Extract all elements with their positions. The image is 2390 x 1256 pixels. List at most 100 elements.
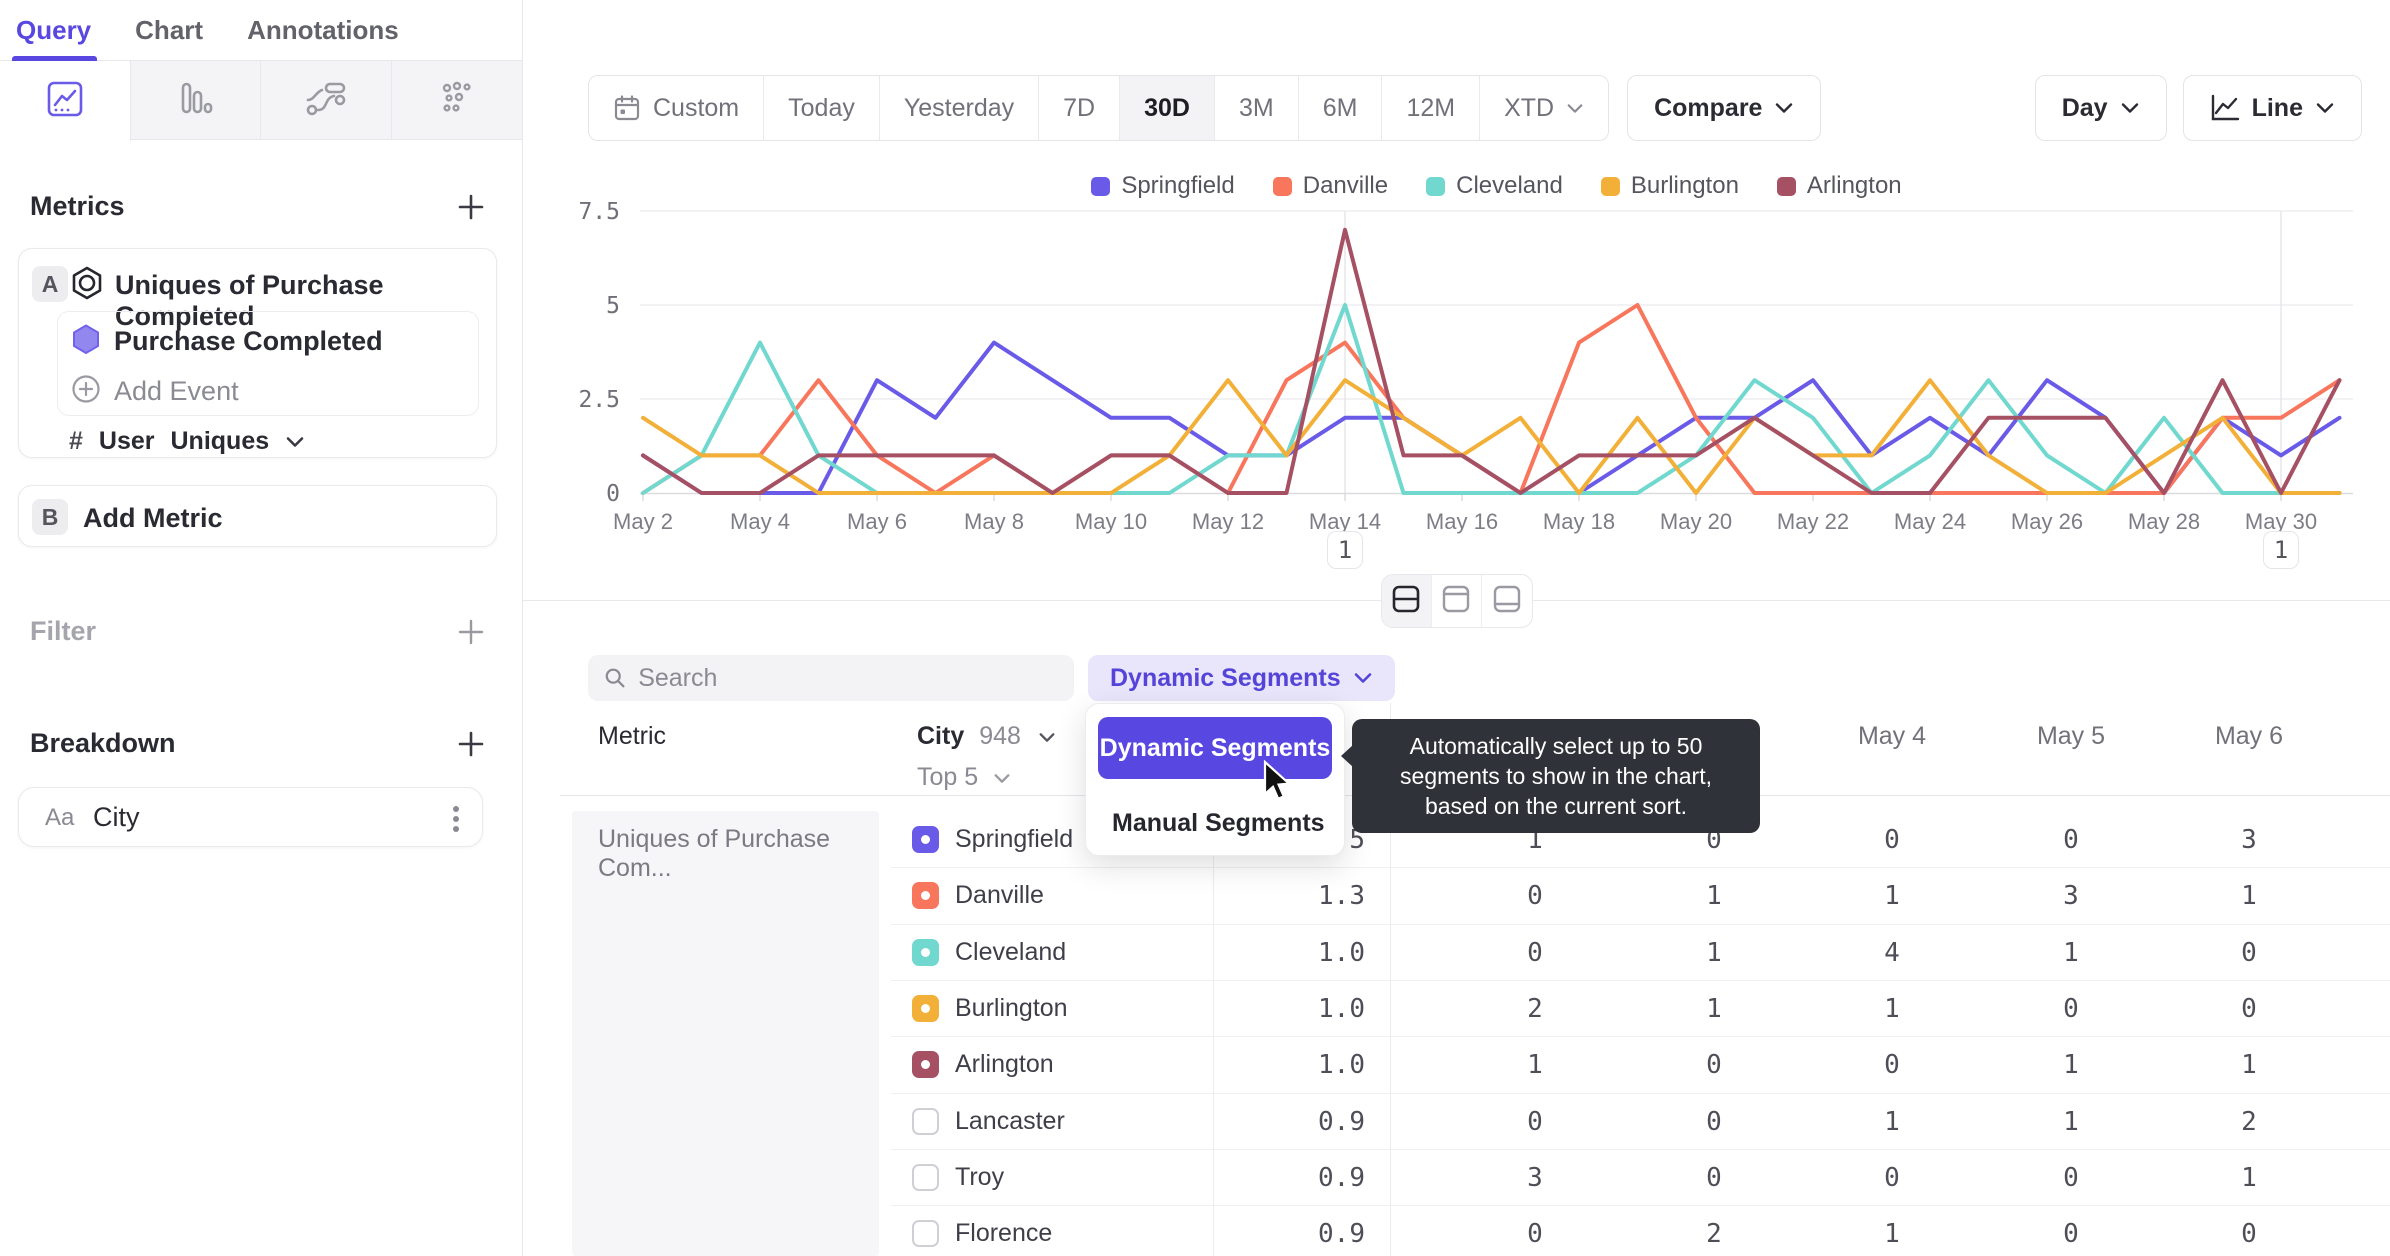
metric-cell-panel: Uniques of Purchase Com... [572,811,879,1256]
filter-section-title: Filter [30,616,97,646]
range-xtd[interactable]: XTD [1480,76,1609,140]
range-7d[interactable]: 7D [1039,76,1121,140]
chart-type-scatter-chart-icon[interactable] [392,61,523,139]
segment-cell-value: 4 [1884,937,1900,968]
segment-label-florence[interactable]: Florence [955,1219,1053,1248]
segment-cell-value: 0 [1527,881,1543,912]
segment-label-cleveland[interactable]: Cleveland [955,937,1067,966]
svg-text:May 26: May 26 [2011,509,2083,534]
segment-cell-value: 0 [2063,1219,2079,1250]
chevron-down-icon [286,436,304,447]
segment-cell-value: 1 [2063,1106,2079,1137]
metric-b-badge: B [32,499,68,535]
event-hexagon-icon [73,324,99,354]
segment-checkbox-springfield[interactable] [912,826,939,853]
add-event-label[interactable]: Add Event [114,376,239,406]
segment-checkbox-florence[interactable] [912,1220,939,1248]
svg-text:May 24: May 24 [1894,509,1966,534]
legend-item-cleveland[interactable]: Cleveland [1426,172,1563,200]
kebab-menu-icon[interactable] [452,805,460,833]
menu-item-dynamic-segments[interactable]: Dynamic Segments [1098,717,1332,779]
segment-label-arlington[interactable]: Arlington [955,1050,1054,1079]
chart-style-button[interactable]: Line [2182,75,2362,141]
chart-type-stream-chart-icon[interactable] [261,61,392,139]
svg-text:May 30: May 30 [2245,509,2317,534]
segment-search[interactable] [588,655,1074,701]
segments-mode-button[interactable]: Dynamic Segments [1088,655,1395,701]
legend-item-burlington[interactable]: Burlington [1600,172,1739,200]
annotation-badge-1[interactable]: 1 [1327,531,1363,569]
legend-item-springfield[interactable]: Springfield [1091,172,1235,200]
segment-label-danville[interactable]: Danville [955,881,1044,910]
menu-item-manual-segments[interactable]: Manual Segments [1112,808,1325,837]
svg-text:7.5: 7.5 [578,200,620,225]
segment-label-lancaster[interactable]: Lancaster [955,1106,1065,1135]
tab-query[interactable]: Query [11,0,98,61]
layout-toggle-split-rows-icon[interactable] [1381,575,1432,627]
svg-text:May 10: May 10 [1075,509,1147,534]
svg-text:May 14: May 14 [1309,509,1381,534]
segment-checkbox-cleveland[interactable] [912,938,939,966]
swatch-dot [921,835,930,844]
breakdown-item-city[interactable]: Aa City [18,787,483,847]
legend-item-arlington[interactable]: Arlington [1776,172,1902,200]
range-6m[interactable]: 6M [1298,76,1383,140]
segment-checkbox-arlington[interactable] [912,1051,939,1079]
segment-cell-value: 0 [1706,1162,1722,1193]
tab-chart[interactable]: Chart [135,14,204,45]
segment-cell-value: 2 [2241,1106,2257,1137]
chart-type-line-chart-icon[interactable] [0,61,131,141]
annotation-badge-2[interactable]: 1 [2263,531,2299,569]
svg-text:May 16: May 16 [1426,509,1498,534]
tooltip-arrow [1341,745,1353,767]
series-line-burlington[interactable] [641,378,2342,495]
range-30d[interactable]: 30D [1120,76,1215,140]
chart-type-bar-chart-icon[interactable] [131,61,261,139]
segment-checkbox-troy[interactable] [912,1163,939,1191]
table-metric-name: Uniques of Purchase Com... [598,825,831,882]
layout-toggle-panel-bottom-icon[interactable] [1482,575,1532,627]
legend-item-danville[interactable]: Danville [1272,172,1388,200]
metric-a-card[interactable]: A Uniques of Purchase Completed Purchase… [18,248,497,458]
add-metric-card[interactable]: B Add Metric [18,485,497,547]
chart-style-label: Line [2251,93,2303,122]
layout-toggle-panel-top-icon[interactable] [1432,575,1482,627]
range-custom[interactable]: Custom [589,76,765,140]
segment-label-burlington[interactable]: Burlington [955,993,1068,1022]
segment-cell-value: 1 [2241,1162,2257,1193]
segment-cell-value: 3 [2241,825,2257,855]
table-row-divider [891,867,2390,869]
top-filter[interactable]: Top 5 [917,763,1011,792]
segment-label-springfield[interactable]: Springfield [955,825,1074,853]
range-3m[interactable]: 3M [1214,76,1299,140]
search-input[interactable] [638,663,1058,693]
legend-swatch [1776,176,1796,196]
range-label: 12M [1406,93,1456,122]
swatch-dot [921,1060,930,1070]
add-breakdown-plus-icon[interactable] [456,729,486,759]
range-12m[interactable]: 12M [1382,76,1481,140]
segment-checkbox-lancaster[interactable] [912,1107,939,1135]
segment-checkbox-danville[interactable] [912,882,939,910]
segment-cell-value: 1 [2063,937,2079,968]
add-event-icon[interactable] [71,374,101,404]
series-line-arlington[interactable] [641,227,2342,495]
segment-cell-value: 1 [1706,993,1722,1024]
group-column-header[interactable]: City 948 [917,722,1056,751]
segments-tooltip: Automatically select up to 50 segments t… [1341,719,1760,833]
table-row-divider [891,923,2390,925]
compare-button[interactable]: Compare [1627,75,1822,141]
tab-annotations[interactable]: Annotations [247,14,399,45]
event-name[interactable]: Purchase Completed [114,326,383,356]
segment-label-troy[interactable]: Troy [955,1162,1005,1191]
segment-cell-value: 1 [1706,937,1722,968]
interval-button[interactable]: Day [2034,75,2167,141]
range-today[interactable]: Today [764,76,880,140]
add-metric-plus-icon[interactable] [456,192,486,222]
segment-checkbox-burlington[interactable] [912,994,939,1022]
line-chart[interactable]: 0 2.5 5 7.5 May 2 May 4 May 6 May 8 May 10 May 12… [523,200,2390,545]
add-filter-plus-icon[interactable] [456,617,486,647]
range-yesterday[interactable]: Yesterday [879,76,1040,140]
measure-row[interactable]: # User Uniques [69,427,305,456]
range-label: Custom [653,93,740,122]
